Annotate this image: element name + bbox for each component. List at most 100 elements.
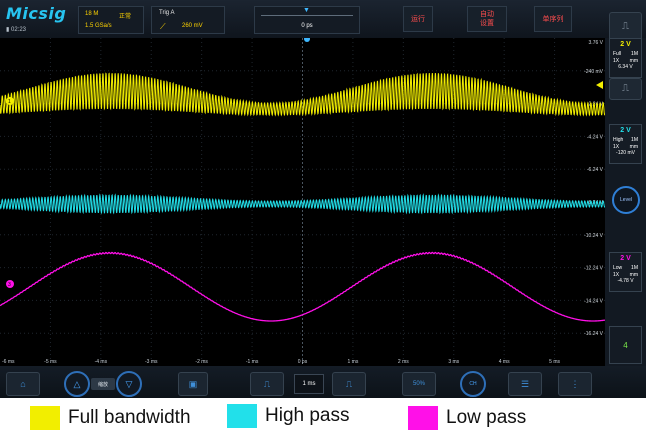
trigger-label: Trig A xyxy=(159,10,175,16)
channel-3-probe: 1X xyxy=(613,272,620,278)
channel-3-offset: -4.78 V xyxy=(617,278,634,284)
low-pass-trace xyxy=(0,251,605,322)
channel-2-settings[interactable]: 2 V High 1M 1X mm -120 mV xyxy=(609,124,642,164)
horizontal-offset: 0 ps xyxy=(301,23,313,29)
voltage-tick-label: -16.24 V xyxy=(584,331,604,337)
voltage-tick-label: -6.24 V xyxy=(587,167,604,173)
channel-2-impedance: 1M xyxy=(631,137,638,143)
record-overview-line xyxy=(261,15,353,16)
time-tick-label: 3 ms xyxy=(448,359,459,365)
time-tick-label: 2 ms xyxy=(398,359,409,365)
channel-3-marker[interactable]: 3 xyxy=(6,280,14,288)
svg-text:3: 3 xyxy=(8,282,11,288)
zoom-up-button[interactable]: △ xyxy=(64,371,90,397)
channel-4-button[interactable]: 4 xyxy=(609,326,642,364)
legend-swatch-magenta xyxy=(408,406,438,430)
svg-text:1: 1 xyxy=(8,99,11,105)
channel-1-settings[interactable]: 2 V Full 1M 1X mm 6.34 V xyxy=(609,38,642,78)
timebase-position-panel[interactable]: ▼ 0 ps xyxy=(254,6,360,34)
timebase-decrease-button[interactable]: ⎍ xyxy=(250,372,284,396)
legend-label-low: Low pass xyxy=(446,407,527,428)
time-tick-label: -3 ms xyxy=(145,359,158,365)
home-icon: ⌂ xyxy=(20,379,26,389)
channel-select-button[interactable]: CH xyxy=(460,371,486,397)
channel-1-scale: 2 V xyxy=(620,41,631,48)
voltage-tick-label: -2.24 V xyxy=(587,102,604,108)
status-indicators: ▮ 02:23 xyxy=(6,26,26,33)
triangle-up-icon: △ xyxy=(73,378,81,389)
trigger-level-button[interactable]: Level xyxy=(612,186,640,214)
time-tick-label: 0 ps xyxy=(298,359,308,365)
high-pass-trace xyxy=(0,193,605,215)
voltage-labels: 3.76 V -240 mV -2.24 V -4.24 V -6.24 V -8.24 … xyxy=(584,40,604,337)
legend-item-full: Full bandwidth xyxy=(30,406,191,430)
legend-swatch-cyan xyxy=(227,404,257,428)
voltage-tick-label: -8.24 V xyxy=(587,200,604,206)
time-tick-label: -4 ms xyxy=(95,359,108,365)
square-wave-icon: ⎍ xyxy=(622,83,629,94)
trigger-position-marker-icon: ▼ xyxy=(303,7,310,14)
legend-swatch-yellow xyxy=(30,406,60,430)
channel-2-scale: 2 V xyxy=(620,127,631,134)
time-tick-label: -1 ms xyxy=(246,359,259,365)
channel-1-bandwidth: Full xyxy=(613,51,622,57)
voltage-tick-label: -12.24 V xyxy=(584,266,604,272)
cursor-button[interactable]: ⋮ xyxy=(558,372,592,396)
save-button[interactable]: ▣ xyxy=(178,372,208,396)
channel-3-scale: 2 V xyxy=(620,255,631,262)
time-labels: -6 ms -5 ms -4 ms -3 ms -2 ms -1 ms 0 ps 1 ms 2 … xyxy=(2,359,560,365)
memory-depth: 18 M xyxy=(85,11,99,17)
run-button[interactable]: 运行 xyxy=(403,6,433,32)
channel-2-offset: -120 mV xyxy=(616,150,635,156)
battery-icon: ▮ xyxy=(6,27,10,33)
time-tick-label: -6 ms xyxy=(2,359,15,365)
acquisition-mode: 正常 xyxy=(119,14,132,20)
time-tick-label: 4 ms xyxy=(499,359,510,365)
channel-1-marker[interactable]: 1 xyxy=(6,97,14,105)
top-toolbar: Micsig ▮ 02:23 18 M 正常 1.5 GSa/s Trig A … xyxy=(0,0,646,38)
oscilloscope-screen: Micsig ▮ 02:23 18 M 正常 1.5 GSa/s Trig A … xyxy=(0,0,646,398)
acquisition-panel[interactable]: 18 M 正常 1.5 GSa/s xyxy=(78,6,144,34)
zoom-down-button[interactable]: ▽ xyxy=(116,371,142,397)
trigger-50-percent-button[interactable]: 50% xyxy=(402,372,436,396)
voltage-tick-label: 3.76 V xyxy=(589,40,604,46)
bars-icon: ☰ xyxy=(520,378,530,389)
channel-3-impedance: 1M xyxy=(631,265,638,271)
channel-3-settings[interactable]: 2 V Low 1M 1X mm -4.78 V xyxy=(609,252,642,292)
timebase-value[interactable]: 1 ms xyxy=(294,374,324,394)
channel-1-coupling: mm xyxy=(629,58,638,64)
time-tick-label: 1 ms xyxy=(347,359,358,365)
timebase-increase-button[interactable]: ⎍ xyxy=(332,372,366,396)
home-button[interactable]: ⌂ xyxy=(6,372,40,396)
trigger-level: 260 mV xyxy=(182,23,203,29)
zoom-label: 缩放 xyxy=(91,378,115,390)
save-icon: ▣ xyxy=(188,378,198,389)
narrow-pulse-icon: ⎍ xyxy=(263,378,271,389)
legend-item-high: High pass xyxy=(227,404,350,428)
wide-pulse-icon: ⎍ xyxy=(345,378,353,389)
legend-item-low: Low pass xyxy=(408,406,526,430)
rising-edge-icon: ⟋ xyxy=(160,22,166,31)
channel-1-offset: 6.34 V xyxy=(618,64,633,70)
pulse-shape-button[interactable]: ⎍ xyxy=(609,78,642,100)
measure-button[interactable]: ☰ xyxy=(508,372,542,396)
trigger-level-arrow-icon[interactable] xyxy=(596,81,603,89)
trigger-panel[interactable]: Trig A ⟋ 260 mV xyxy=(151,6,225,34)
channel-2-coupling: mm xyxy=(629,144,638,150)
pulse-icon: ⎍ xyxy=(622,21,629,32)
channel-2-probe: 1X xyxy=(613,144,620,150)
single-sequence-button[interactable]: 单序列 xyxy=(534,6,572,32)
voltage-tick-label: -240 mV xyxy=(584,69,604,75)
time-tick-label: 5 ms xyxy=(549,359,560,365)
triangle-down-icon: ▽ xyxy=(125,378,133,389)
time-tick-label: -5 ms xyxy=(44,359,57,365)
measure-pulse-button[interactable]: ⎍ xyxy=(609,12,642,42)
clock-time: 02:23 xyxy=(10,27,26,33)
waveform-display: 3.76 V -240 mV -2.24 V -4.24 V -6.24 V -8.24 … xyxy=(0,38,605,366)
sample-rate: 1.5 GSa/s xyxy=(85,23,112,29)
trigger-time-marker-icon[interactable] xyxy=(304,38,310,42)
channel-1-probe: 1X xyxy=(613,58,620,64)
channel-1-impedance: 1M xyxy=(631,51,638,57)
channel-3-coupling: mm xyxy=(629,272,638,278)
auto-set-button[interactable]: 自动 设置 xyxy=(467,6,507,32)
